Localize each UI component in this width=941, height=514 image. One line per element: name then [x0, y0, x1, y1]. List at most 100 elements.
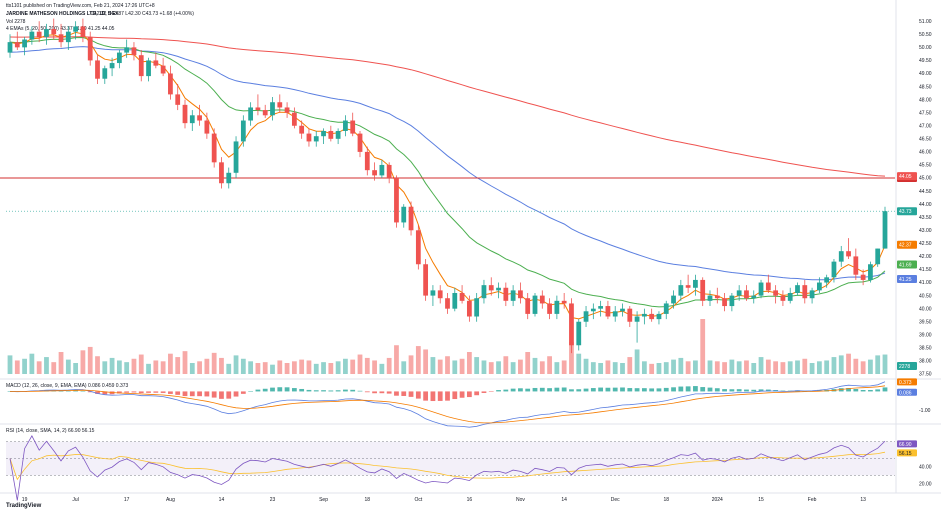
volume-bar [255, 363, 261, 374]
volume-bar [22, 358, 27, 374]
volume-bar [816, 361, 822, 374]
y-tick-label: 47.00 [919, 123, 932, 129]
volume-bar [466, 352, 472, 374]
volume-bar [693, 360, 698, 374]
macd-histogram-bar [561, 387, 567, 392]
candle-body [846, 251, 851, 257]
macd-histogram-bar [445, 391, 450, 401]
macd-histogram-bar [466, 391, 472, 398]
macd-histogram-bar [729, 389, 735, 392]
rsi-legend[interactable]: RSI (14, close, SMA, 14, 2) 66.90 56.15 [6, 428, 95, 434]
candle-body [700, 279, 706, 301]
volume-bar [765, 359, 771, 374]
candle-body [831, 261, 837, 278]
volume-bar [415, 346, 421, 374]
macd-histogram-bar [277, 387, 283, 392]
price-label-text: 42.37 [899, 243, 912, 249]
macd-histogram-bar [641, 388, 647, 392]
volume-bar [641, 361, 647, 374]
x-tick-label: 14 [561, 497, 567, 503]
macd-histogram-bar [124, 391, 130, 393]
rsi-ma-line [9, 451, 886, 481]
candle-body [394, 178, 399, 223]
volume-bar [547, 356, 552, 374]
volume-bar [532, 357, 538, 374]
candle-body [313, 136, 319, 142]
volume-legend[interactable]: Vol 2278 [6, 19, 26, 25]
y-tick-label: 42.00 [919, 254, 932, 260]
macd-tick-label: -1.00 [919, 408, 931, 414]
tradingview-logo[interactable]: TradingView [6, 503, 42, 509]
candle-body [445, 298, 450, 309]
price-label-pill [897, 240, 917, 249]
volume-bar [627, 357, 633, 374]
y-tick-label: 46.50 [919, 137, 932, 143]
y-tick-label: 40.50 [919, 293, 932, 299]
macd-histogram-bar [299, 388, 305, 392]
macd-histogram-bar [758, 389, 764, 392]
y-tick-label: 42.50 [919, 241, 932, 247]
macd-histogram-bar [620, 387, 625, 392]
volume-bar [481, 360, 487, 374]
volume-bar [102, 361, 108, 374]
price-label-pill [897, 275, 917, 284]
volume-bar [44, 357, 49, 374]
macd-line [9, 381, 886, 428]
macd-histogram-bar [255, 389, 261, 392]
volume-bar [175, 357, 181, 374]
macd-histogram-bar [554, 387, 560, 392]
macd-value-pill [897, 388, 917, 396]
candle-body [73, 26, 79, 32]
volume-bar [350, 359, 356, 374]
volume-bar [131, 358, 137, 374]
macd-histogram-bar [437, 391, 443, 401]
macd-histogram-bar [518, 388, 523, 392]
macd-histogram-bar [408, 391, 414, 397]
y-tick-label: 43.50 [919, 215, 932, 221]
macd-histogram-bar [58, 391, 64, 392]
price-label-text: 43.73 [899, 209, 912, 215]
y-tick-label: 49.50 [919, 58, 932, 64]
macd-histogram-bar [882, 387, 888, 392]
volume-bar [780, 362, 786, 374]
macd-histogram-bar [525, 388, 531, 392]
price-label-text: 2278 [899, 364, 910, 370]
candle-body [569, 303, 574, 346]
macd-histogram-bar [175, 391, 181, 395]
macd-legend[interactable]: MACD (12, 26, close, 9, EMA, EMA) 0.086 … [6, 383, 129, 389]
macd-histogram-bar [321, 390, 326, 392]
macd-histogram-bar [576, 389, 582, 392]
volume-bar [846, 353, 851, 374]
candle-body [401, 206, 407, 223]
volume-bar [656, 363, 662, 374]
ema-legend[interactable]: 4 EMAs (5, 20, 50, 200) 43.37 41.69 41.2… [6, 26, 115, 32]
volume-bar [525, 352, 531, 374]
volume-bar [868, 359, 873, 374]
candle-body [95, 60, 100, 79]
volume-bar [423, 349, 429, 374]
candle-body [758, 282, 764, 296]
candle-body [802, 285, 808, 299]
volume-bar [612, 362, 618, 374]
macd-histogram-bar [211, 391, 217, 398]
candle-body [620, 308, 625, 312]
volume-bar [496, 361, 501, 374]
macd-histogram-bar [357, 390, 363, 392]
candle-body [262, 110, 268, 116]
candle-body [612, 311, 618, 317]
macd-histogram-bar [583, 388, 589, 392]
macd-histogram-bar [605, 387, 611, 392]
candle-body [671, 295, 676, 304]
candle-body [583, 311, 589, 322]
volume-bar [430, 357, 436, 374]
x-tick-label: 18 [365, 497, 371, 503]
volume-bar [80, 350, 86, 374]
candle-body [182, 104, 188, 124]
volume-bar [401, 361, 407, 374]
candle-body [824, 277, 830, 283]
y-tick-label: 44.00 [919, 202, 932, 208]
macd-value-label: 0.086 [899, 390, 912, 396]
volume-bar [138, 354, 144, 374]
symbol-title[interactable]: JARDINE MATHESON HOLDINGS LTD, 1D, SGX [6, 11, 119, 17]
